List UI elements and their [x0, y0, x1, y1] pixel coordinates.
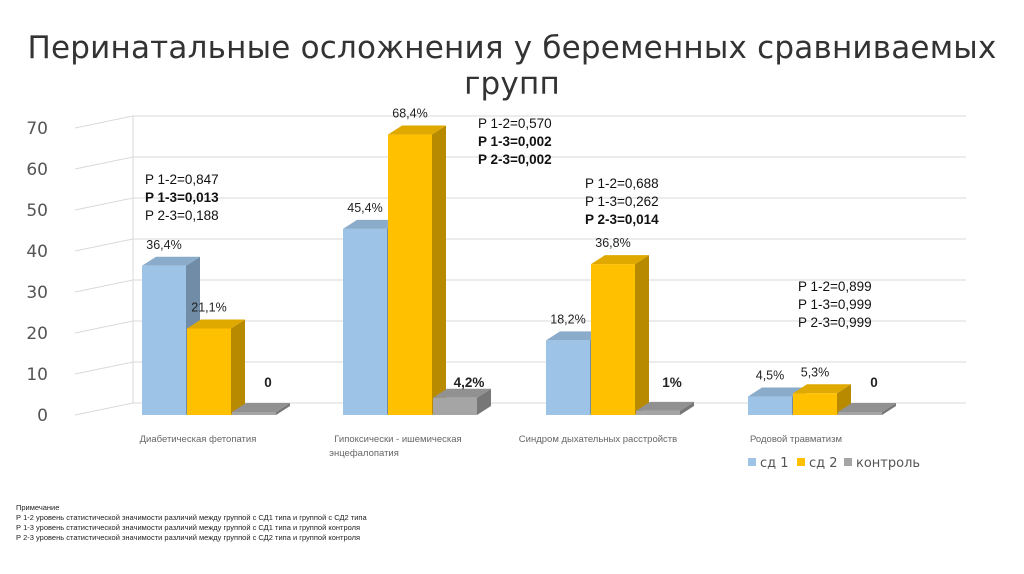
y-tick-label: 70: [26, 119, 48, 139]
bar-side: [635, 255, 649, 415]
gridline-side: [74, 361, 134, 375]
category-label: Диабетическая фетопатия: [140, 434, 257, 445]
bar: [142, 265, 186, 415]
p-value-label: P 1-3=0,002: [478, 134, 552, 149]
legend-label: контроль: [856, 456, 920, 471]
chart-grid: [74, 115, 966, 416]
p-value-label: P 2-3=0,014: [585, 212, 659, 227]
bar-top: [591, 255, 649, 265]
data-label: 68,4%: [392, 107, 427, 121]
bar: [838, 412, 882, 415]
bar-side: [432, 125, 446, 415]
gridline-side: [74, 197, 134, 211]
data-label: 36,8%: [595, 236, 630, 250]
bar-top: [748, 387, 806, 397]
p-value-label: P 1-2=0,899: [798, 279, 872, 294]
p-value-label: P 1-2=0,688: [585, 176, 659, 191]
y-axis-ticks: 0 10 20 30 40 50 60 70: [26, 119, 48, 426]
legend-swatch: [844, 458, 852, 466]
bar-top: [546, 331, 604, 341]
data-label: 4,2%: [454, 375, 485, 390]
bar-side: [231, 319, 245, 415]
legend-swatch: [797, 458, 805, 466]
data-label: 0: [870, 375, 878, 390]
y-tick-label: 50: [26, 201, 48, 221]
bar-top: [187, 319, 245, 329]
data-label: 21,1%: [191, 300, 226, 314]
y-tick-label: 30: [26, 283, 48, 303]
p-value-label: P 1-3=0,013: [145, 190, 219, 205]
data-label: 36,4%: [146, 238, 181, 252]
bar: [748, 396, 792, 415]
notes-heading: Примечание: [16, 503, 60, 512]
bar-side: [680, 401, 694, 415]
p-value-label: P 1-3=0,262: [585, 194, 659, 209]
y-tick-label: 40: [26, 242, 48, 262]
data-label: 1%: [662, 375, 682, 390]
p-value-label: P 2-3=0,002: [478, 152, 552, 167]
bar-chart: 0 10 20 30 40 50 60 70 36,4% 21,1% 0 45,4% 68,4% 4,2…: [26, 107, 966, 471]
y-tick-label: 60: [26, 160, 48, 180]
p-value-annotations: P 1-2=0,847 P 1-3=0,013 P 2-3=0,188 P 1-2=0…: [145, 116, 872, 330]
bar: [636, 410, 680, 415]
data-label: 4,5%: [756, 369, 785, 383]
notes-line: Р 2-3 уровень статистической значимости …: [16, 533, 361, 542]
category-label: энцефалопатия: [329, 448, 399, 459]
gridline-side: [74, 402, 134, 416]
notes-line: Р 1-2 уровень статистической значимости …: [16, 513, 367, 522]
x-axis-categories: Диабетическая фетопатия Гипоксически - иш…: [140, 434, 842, 459]
gridline-side: [74, 320, 134, 334]
page-title: Перинатальные осложнения у беременных ср…: [27, 30, 997, 102]
bar-top: [388, 125, 446, 135]
data-labels: 36,4% 21,1% 0 45,4% 68,4% 4,2% 18,2% 36,8% 1% 4,5…: [146, 107, 877, 390]
bar-side: [276, 403, 290, 415]
bar: [232, 412, 276, 415]
bar: [546, 340, 590, 415]
category-label: Гипоксически - ишемическая: [334, 434, 461, 445]
bar: [187, 328, 231, 415]
notes-block: Примечание Р 1-2 уровень статистической …: [16, 503, 367, 543]
category-label: Синдром дыхательных расстройств: [519, 434, 677, 445]
bar-side: [477, 388, 491, 415]
p-value-label: P 2-3=0,999: [798, 315, 872, 330]
data-label: 18,2%: [550, 312, 585, 326]
bar-top: [793, 384, 851, 394]
bar: [343, 228, 387, 415]
bar-top: [433, 388, 491, 398]
gridline-side: [74, 238, 134, 252]
bar-top: [232, 403, 290, 412]
bar: [793, 393, 837, 415]
bar: [591, 264, 635, 415]
p-value-label: P 1-2=0,570: [478, 116, 552, 131]
y-tick-label: 20: [26, 324, 48, 344]
legend-swatch: [748, 458, 756, 466]
bar-top: [142, 256, 200, 266]
bar-top: [343, 219, 401, 229]
p-value-label: P 2-3=0,188: [145, 208, 219, 223]
y-tick-label: 10: [26, 365, 48, 385]
p-value-label: P 1-2=0,847: [145, 172, 219, 187]
data-label: 45,4%: [347, 201, 382, 215]
gridline-side: [74, 156, 134, 170]
bar: [388, 134, 432, 415]
legend-label: сд 2: [809, 456, 838, 471]
chart-legend: сд 1 сд 2 контроль: [748, 456, 920, 471]
data-label: 5,3%: [801, 365, 830, 379]
bar: [433, 397, 477, 415]
gridline-side: [74, 115, 134, 129]
bar-top: [636, 401, 694, 411]
category-label: Родовой травматизм: [750, 434, 842, 445]
gridline-side: [74, 279, 134, 293]
bar-top: [838, 403, 896, 412]
legend-label: сд 1: [760, 456, 789, 471]
bar-side: [882, 403, 896, 415]
y-tick-label: 0: [37, 406, 48, 426]
p-value-label: P 1-3=0,999: [798, 297, 872, 312]
data-label: 0: [264, 375, 272, 390]
chart-bars: [142, 125, 896, 415]
notes-line: Р 1-3 уровень статистической значимости …: [16, 523, 361, 532]
